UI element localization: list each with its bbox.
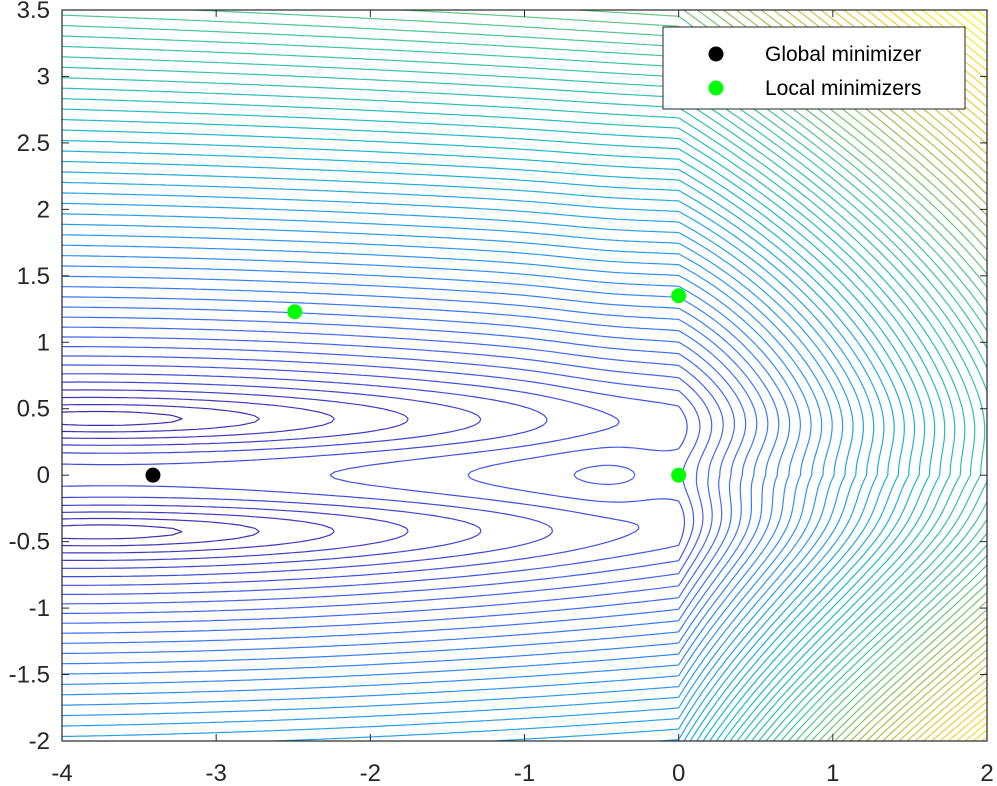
contour-level-29 [62,139,916,741]
legend-marker-local-minimizers [708,80,724,96]
global-minimizer-point-0 [145,467,161,483]
contour-level-67 [943,10,987,45]
contour-level-26 [62,171,885,741]
local-minimizers-point-2 [671,467,687,483]
contour-level-19 [62,244,812,706]
contour-level-30 [62,129,926,741]
y-tick-label: 3.5 [17,0,50,24]
contour-level-32 [62,108,946,741]
y-tick-label: 1 [37,329,50,356]
contour-level-47 [710,10,987,741]
contour-level-14 [62,296,758,655]
contour-level-5 [62,381,482,569]
contour-level-22 [62,213,844,738]
x-tick-label: -3 [205,760,226,786]
contour-level-31 [62,118,936,741]
contour-level-33 [62,98,956,741]
legend: Global minimizer Local minimizers [662,26,966,110]
contour-level-17 [62,265,791,685]
x-tick-label: 2 [980,760,993,786]
contour-level-1 [62,410,183,540]
contour-level-23 [62,202,854,741]
contour-level-69 [965,10,987,28]
contour-level-4 [62,389,409,561]
y-tick-label: 0.5 [17,396,50,423]
contour-level-3 [62,396,335,554]
contour-level-25 [62,181,875,741]
contour-level-49 [735,10,987,741]
contour-level-53 [785,10,987,741]
contour-level-18 [62,255,801,696]
contour-level-59 [855,10,987,741]
contour-level-8 [62,355,688,595]
y-tick-label: 1.5 [17,263,50,290]
x-tick-label: -1 [514,760,535,786]
contour-level-58 [843,10,987,741]
contour-level-28 [62,150,905,741]
x-tick-label: 1 [826,760,839,786]
contour-lines [62,10,987,741]
contour-level-13 [62,306,747,644]
contour-level-24 [62,192,864,741]
contour-level-36 [62,66,986,741]
y-tick-label: 0 [37,462,50,489]
contour-level-11 [62,326,724,624]
contour-level-34 [62,87,966,741]
x-tick-label: -2 [360,760,381,786]
contour-level-65 [921,10,987,741]
contour-level-38 [62,45,987,741]
contour-level-27 [62,160,895,741]
contour-level-70 [975,10,987,19]
y-tick-label: -2 [29,728,50,755]
contour-level-21 [62,223,833,727]
legend-label-global-minimizer: Global minimizer [765,43,921,66]
y-tick-label: 2.5 [17,130,50,157]
contour-level-16 [62,275,780,675]
contour-level-39 [62,35,987,741]
contour-level-15 [62,286,769,665]
legend-box [662,26,966,110]
local-minimizers-point-0 [287,304,303,320]
minimizer-markers [145,288,687,483]
y-tick-label: -0.5 [9,529,50,556]
y-tick-label: -1 [29,595,50,622]
y-tick-label: -1.5 [9,662,50,689]
contour-level-64 [911,10,987,741]
local-minimizers-point-1 [671,288,687,304]
contour-level-2 [62,404,260,547]
contour-level-6 [62,373,554,578]
legend-label-local-minimizers: Local minimizers [765,77,921,100]
legend-marker-global-minimizer [708,46,724,62]
contour-level-7 [62,364,640,586]
contour-level-9 [62,346,701,605]
contour-level-12 [62,316,735,634]
x-tick-label: 0 [672,760,685,786]
contour-level-10 [62,336,713,614]
y-tick-label: 3 [37,63,50,90]
y-tick-label: 2 [37,196,50,223]
axis-ticks: -4 -3 -2 -1 0 1 2 -2 -1.5 -1 -0.5 0 0.5 1 1.5 2 2.5 3 3.5 [9,0,994,786]
contour-level-20 [62,234,823,717]
x-tick-label: -4 [51,760,72,786]
